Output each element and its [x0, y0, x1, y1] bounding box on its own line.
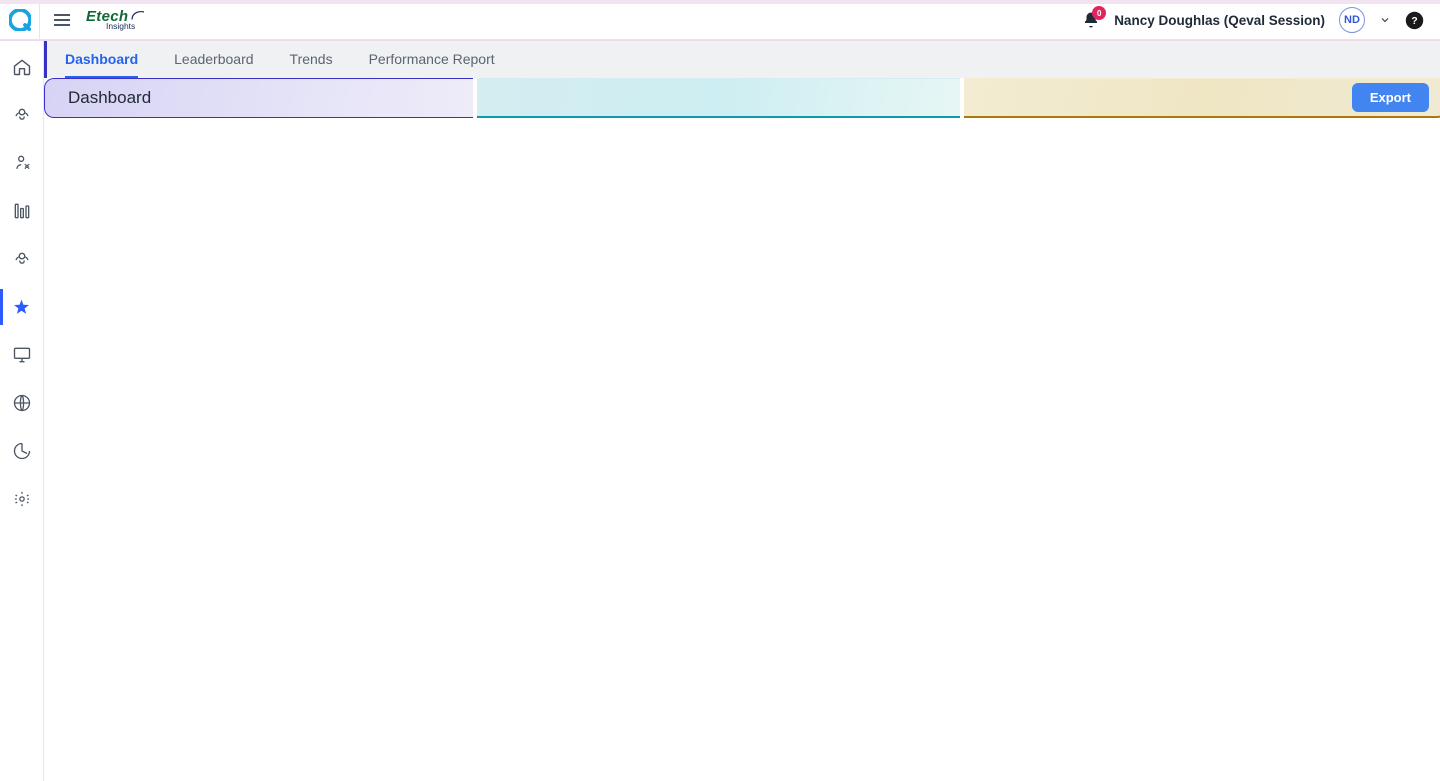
svg-text:?: ?	[1411, 16, 1417, 27]
